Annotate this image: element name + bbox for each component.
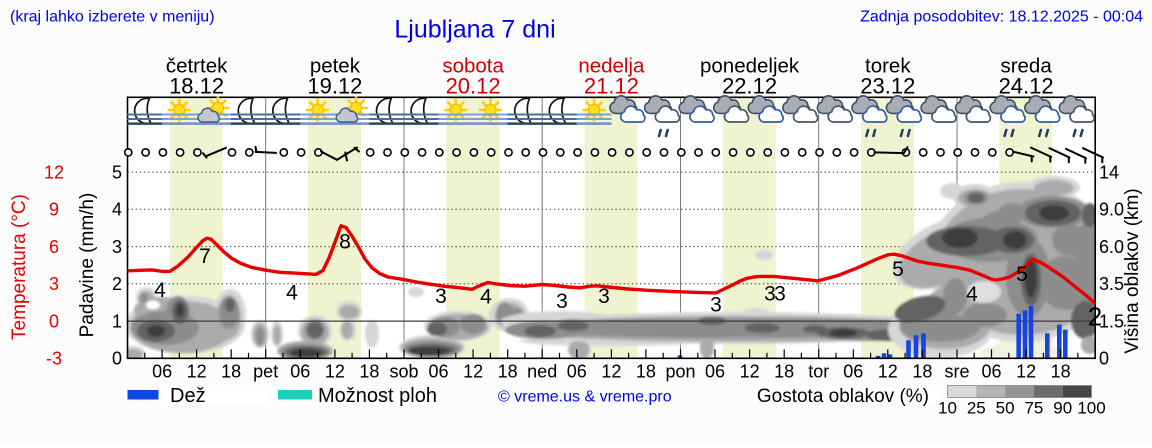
svg-text:pon: pon [665, 362, 695, 382]
svg-text:3: 3 [112, 237, 122, 257]
svg-text:Dež: Dež [170, 385, 206, 407]
svg-text:sreda: sreda [1000, 55, 1052, 78]
svg-text:(kraj lahko izberete v meniju): (kraj lahko izberete v meniju) [10, 9, 215, 26]
svg-text:06: 06 [843, 362, 863, 382]
svg-text:sob: sob [389, 362, 418, 382]
svg-text:3: 3 [556, 290, 568, 313]
svg-text:2: 2 [112, 274, 122, 294]
svg-text:Padavine (mm/h): Padavine (mm/h) [77, 193, 98, 338]
svg-text:7: 7 [199, 245, 211, 268]
svg-text:4: 4 [966, 283, 978, 306]
svg-text:0: 0 [49, 311, 59, 331]
svg-text:petek: petek [310, 55, 361, 78]
svg-text:10: 10 [938, 399, 957, 418]
svg-text:ned: ned [527, 362, 557, 382]
svg-text:Višina oblakov (km): Višina oblakov (km) [1122, 188, 1143, 353]
svg-text:18: 18 [221, 362, 241, 382]
svg-text:3: 3 [435, 285, 447, 308]
svg-text:tor: tor [808, 362, 829, 382]
svg-text:1.5: 1.5 [1099, 311, 1124, 331]
svg-text:3.5: 3.5 [1099, 274, 1124, 294]
svg-text:18: 18 [359, 362, 379, 382]
svg-text:20.12: 20.12 [446, 74, 501, 99]
svg-text:1: 1 [112, 311, 122, 331]
svg-text:3: 3 [710, 294, 722, 317]
svg-text:23.12: 23.12 [860, 74, 915, 99]
svg-text:18: 18 [774, 362, 794, 382]
svg-text:0: 0 [112, 349, 122, 369]
svg-text:12: 12 [463, 362, 483, 382]
svg-text:25: 25 [967, 399, 986, 418]
svg-text:0: 0 [1099, 349, 1109, 369]
svg-text:5: 5 [112, 162, 122, 182]
svg-text:2: 2 [1088, 302, 1102, 332]
svg-text:nedelja: nedelja [578, 55, 645, 78]
svg-text:06: 06 [567, 362, 587, 382]
svg-text:06: 06 [981, 362, 1001, 382]
svg-text:19.12: 19.12 [307, 74, 362, 99]
svg-text:Gostota oblakov (%): Gostota oblakov (%) [757, 386, 929, 407]
svg-text:6: 6 [49, 237, 59, 257]
svg-text:četrtek: četrtek [166, 55, 228, 78]
svg-text:8: 8 [339, 231, 351, 254]
svg-text:12: 12 [601, 362, 621, 382]
svg-text:12: 12 [1016, 362, 1036, 382]
svg-text:75: 75 [1024, 399, 1043, 418]
svg-text:18.12: 18.12 [169, 74, 224, 99]
svg-text:6.0: 6.0 [1099, 237, 1124, 257]
svg-text:ponedeljek: ponedeljek [700, 55, 800, 78]
svg-text:24.12: 24.12 [999, 74, 1054, 99]
svg-text:12: 12 [878, 362, 898, 382]
svg-text:Temperatura (°C): Temperatura (°C) [9, 194, 30, 340]
svg-text:© vreme.us & vreme.pro: © vreme.us & vreme.pro [498, 389, 672, 406]
svg-text:22.12: 22.12 [722, 74, 777, 99]
svg-text:pet: pet [253, 362, 278, 382]
svg-text:3: 3 [764, 283, 776, 306]
svg-text:4: 4 [154, 279, 166, 302]
svg-text:3: 3 [598, 285, 610, 308]
svg-text:18: 18 [636, 362, 656, 382]
svg-text:18: 18 [498, 362, 518, 382]
svg-text:Možnost ploh: Možnost ploh [318, 385, 437, 407]
svg-text:18: 18 [1051, 362, 1071, 382]
svg-text:18: 18 [912, 362, 932, 382]
svg-text:Ljubljana 7 dni: Ljubljana 7 dni [394, 16, 555, 44]
svg-text:50: 50 [996, 399, 1015, 418]
svg-text:Zadnja posodobitev: 18.12.2025: Zadnja posodobitev: 18.12.2025 - 00:04 [860, 9, 1143, 26]
svg-text:06: 06 [705, 362, 725, 382]
svg-text:100: 100 [1077, 399, 1105, 418]
svg-text:90: 90 [1053, 399, 1072, 418]
svg-text:9.0: 9.0 [1099, 200, 1124, 220]
svg-text:21.12: 21.12 [584, 74, 639, 99]
svg-text:06: 06 [428, 362, 448, 382]
svg-text:sobota: sobota [442, 55, 504, 78]
svg-text:06: 06 [152, 362, 172, 382]
svg-text:14: 14 [1099, 162, 1119, 182]
svg-text:3: 3 [49, 274, 59, 294]
svg-text:-3: -3 [46, 349, 62, 369]
svg-text:5: 5 [1016, 263, 1028, 286]
svg-text:4: 4 [480, 286, 492, 309]
svg-text:3: 3 [774, 283, 786, 306]
svg-text:9: 9 [49, 200, 59, 220]
svg-text:torek: torek [865, 55, 911, 78]
svg-text:4: 4 [112, 200, 122, 220]
svg-text:4: 4 [286, 282, 298, 305]
svg-text:sre: sre [944, 362, 969, 382]
svg-text:12: 12 [740, 362, 760, 382]
svg-text:12: 12 [44, 162, 64, 182]
svg-text:06: 06 [290, 362, 310, 382]
svg-text:5: 5 [892, 258, 904, 281]
svg-text:12: 12 [325, 362, 345, 382]
svg-text:12: 12 [187, 362, 207, 382]
